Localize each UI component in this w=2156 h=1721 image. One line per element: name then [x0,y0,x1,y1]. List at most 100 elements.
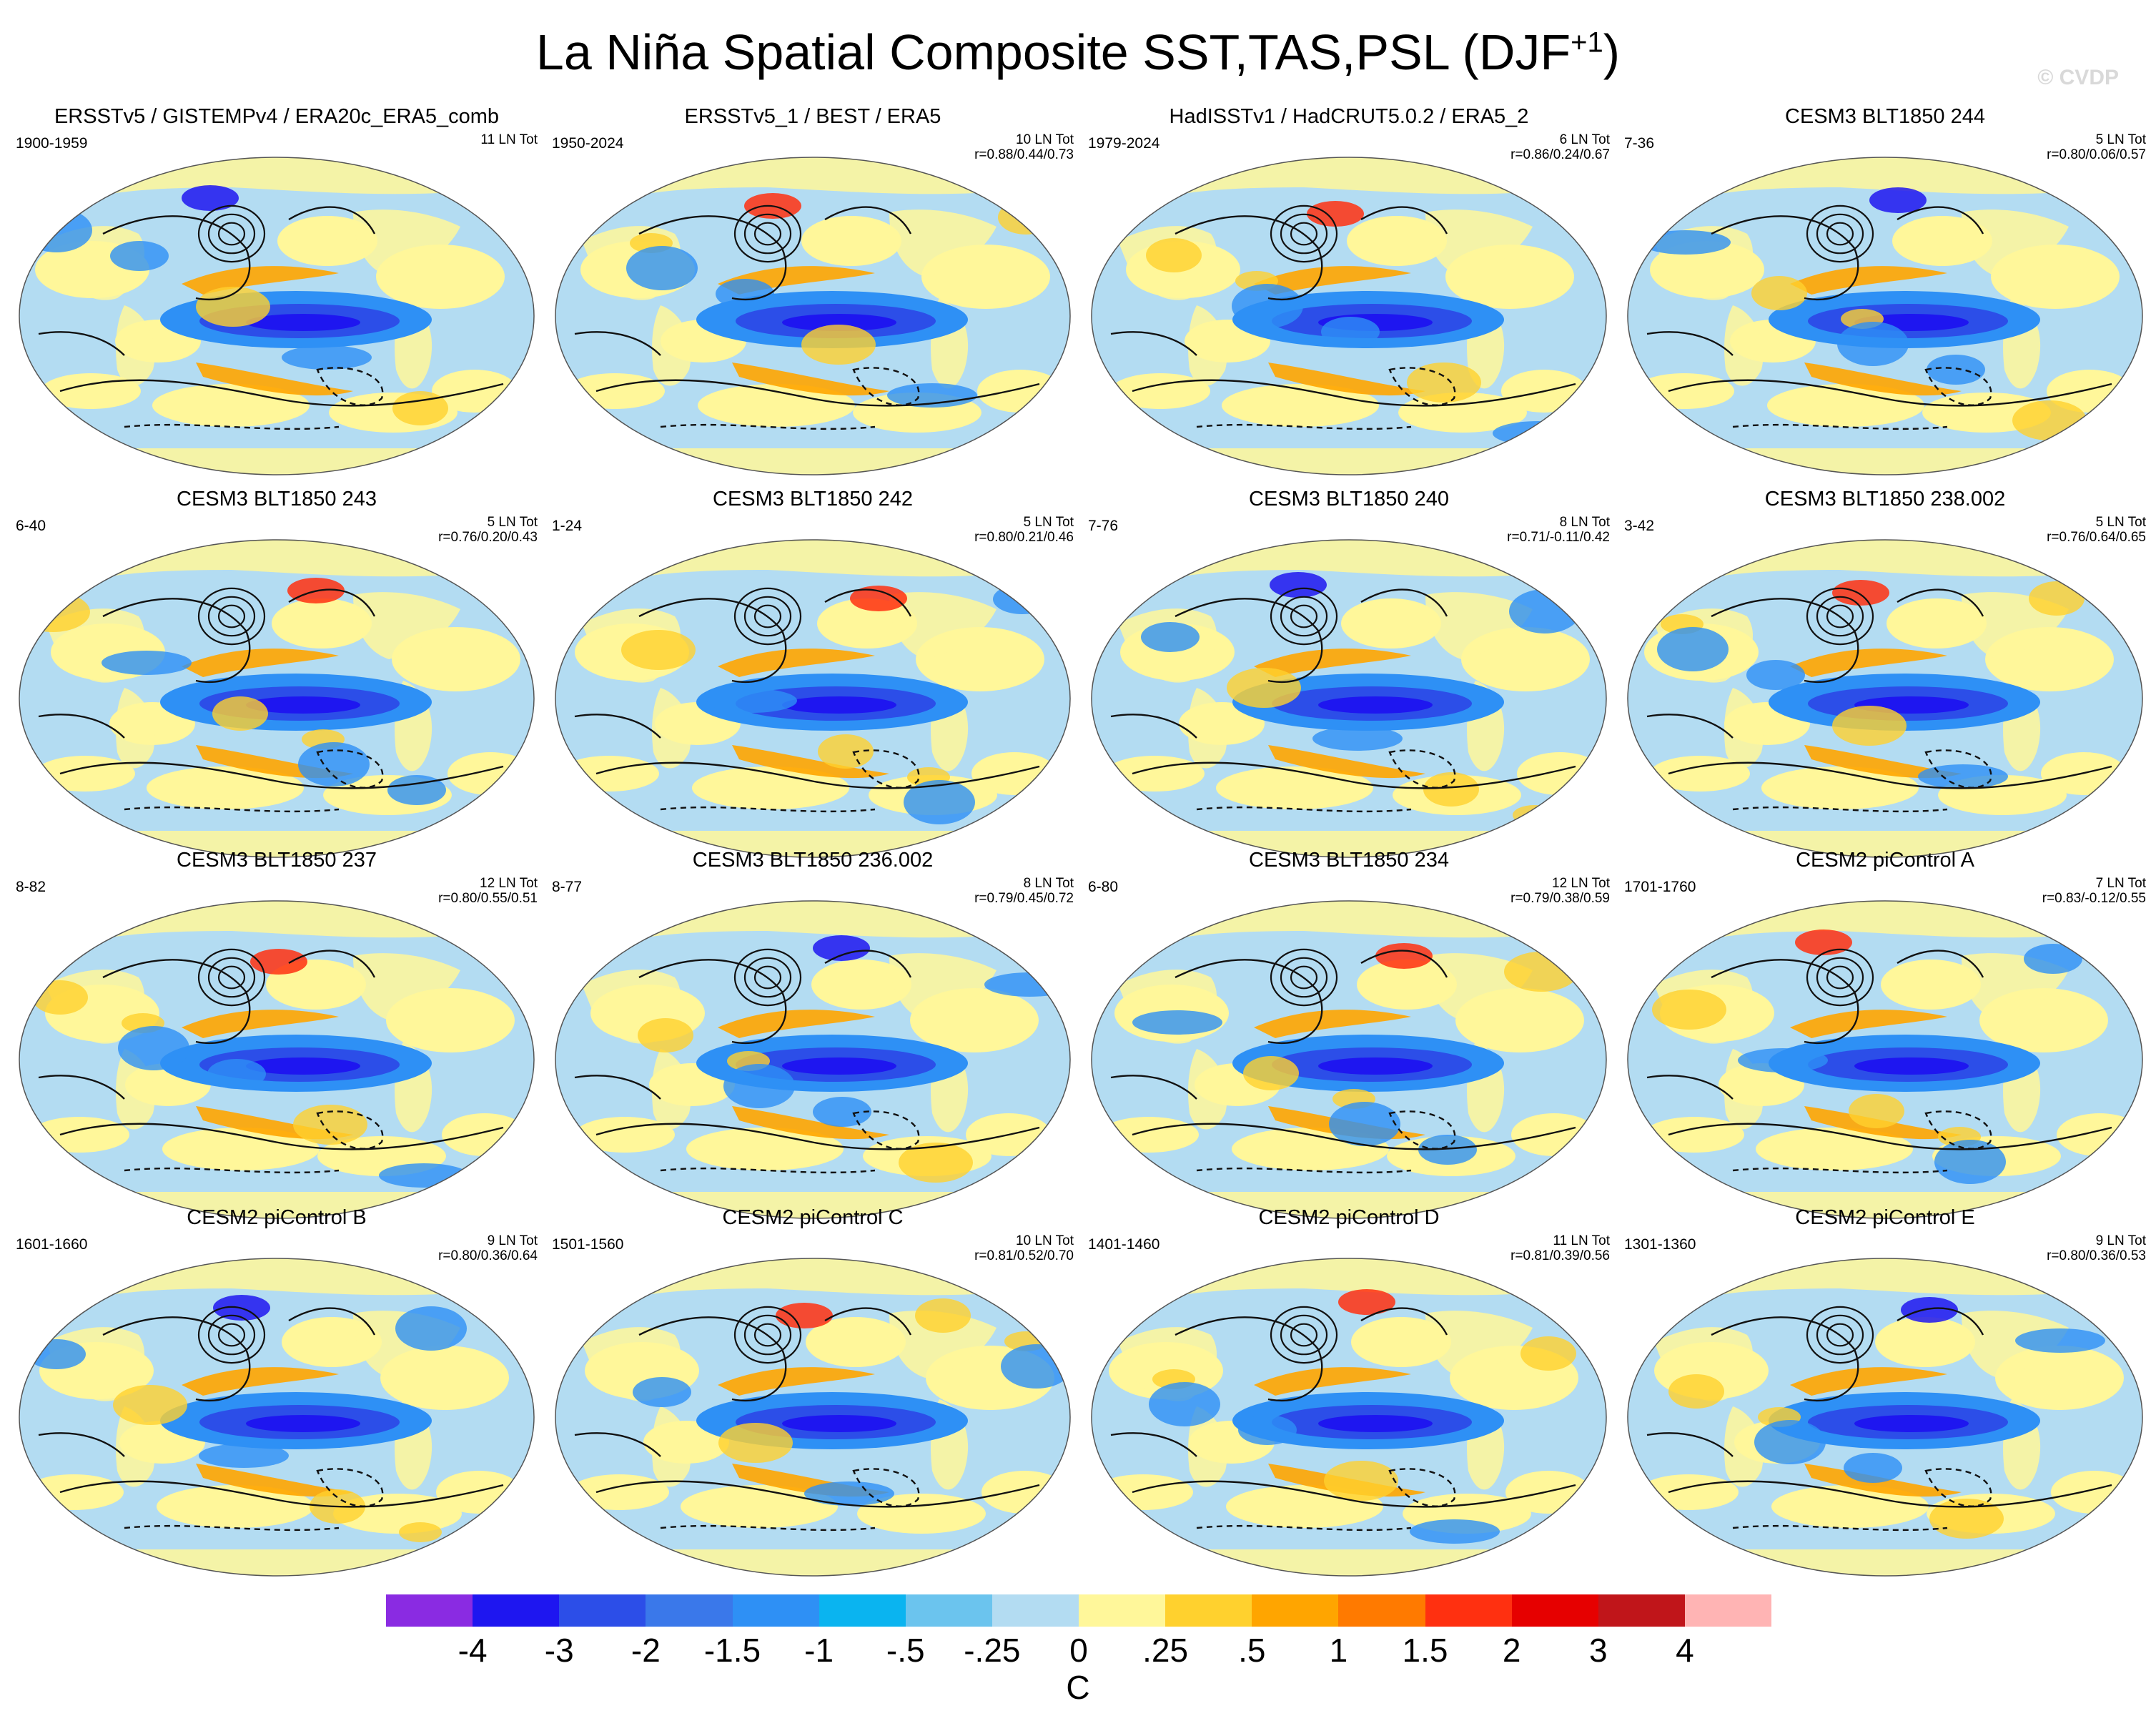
panel-event-count: 5 LN Tot [2095,132,2146,147]
psl-contour-positive [1668,379,2112,407]
anomaly-blob [716,279,774,309]
title-close: ) [1603,24,1621,80]
land-area [1425,209,1533,277]
psl-contour-ring [197,1306,266,1364]
panel-title: CESM2 piControl C [722,1206,904,1229]
panel-years: 1701-1760 [1624,879,1696,895]
anomaly-blob [399,1522,442,1542]
psl-contour-positive [102,1316,251,1402]
land-area [1962,1311,2069,1378]
psl-contour-positive [1711,598,1859,684]
psl-contour-positive [1110,714,1197,739]
cold-tongue-core [1854,1057,1969,1075]
map-frame [1627,1258,2143,1577]
warm-anomaly-region [1650,756,1750,792]
psl-contour-negative [852,367,920,406]
panel-event-count: 5 LN Tot [487,515,538,530]
cold-tongue-core [246,1415,360,1432]
panel-pattern-correlation: r=0.81/0.39/0.56 [1510,1248,1610,1263]
panel-years: 1979-2024 [1088,135,1160,152]
panel-count-stats: 8 LN Tot r=0.71/-0.11/0.42 [1507,515,1610,545]
panel-event-count: 9 LN Tot [487,1233,538,1248]
psl-contour-negative [1388,1110,1456,1150]
panel-years: 1950-2024 [552,135,624,152]
anomaly-blob [298,742,370,786]
warm-anomaly-region [162,1128,320,1170]
panel-count-stats: 8 LN Tot r=0.79/0.45/0.72 [974,876,1074,906]
psl-contour-ring [1816,213,1864,255]
psl-contour-negative [316,1468,384,1507]
panel-count-stats: 9 LN Tot r=0.80/0.36/0.64 [438,1233,538,1263]
panel-event-count: 12 LN Tot [1552,876,1610,891]
panel-years: 1-24 [552,518,583,534]
psl-contour-ring [1270,1306,1338,1364]
map-panel: CESM2 piControl C 1501-1560 10 LN Tot r=0.8… [545,1205,1081,1584]
anomaly-blob [27,1339,86,1369]
anomaly-blob [1141,622,1200,652]
anomaly-blob [387,775,446,805]
warm-anomaly-region [277,216,377,266]
panel-title: HadISSTv1 / HadCRUT5.0.2 / ERA5_2 [1169,105,1529,128]
panel-years: 1601-1660 [16,1236,88,1253]
anomaly-blob [1312,726,1403,751]
warm-band-north [718,1010,875,1038]
map-panel: CESM2 piControl E 1301-1360 9 LN Tot r=0.80… [1617,1205,2153,1584]
panel-title: CESM2 piControl A [1796,849,1974,872]
map-frame [555,1258,1071,1577]
composite-map [19,900,535,1219]
warm-band-north [1790,1367,1947,1396]
legend-tick-label: -2 [631,1632,661,1669]
warm-anomaly-region [152,384,310,427]
land-area [1724,305,1764,386]
psl-contour-positive [1360,588,1448,617]
high-latitude-anomaly [1832,580,1889,606]
land-area [596,448,1039,475]
warm-band-north [1254,1010,1411,1038]
warm-anomaly-region [1351,1317,1451,1367]
high-latitude-anomaly [1375,943,1433,969]
anomaly-blob [1504,952,1578,992]
panel-years: 7-76 [1088,518,1119,534]
warm-anomaly-region [1644,1117,1744,1153]
psl-contour-ring [1290,222,1318,246]
map-panel: HadISSTv1 / HadCRUT5.0.2 / ERA5_2 1979-20… [1081,104,1617,483]
land-area [652,305,691,386]
anomaly-blob [813,1097,871,1127]
anomaly-blob [1929,1499,2004,1539]
psl-contour-negative [1388,749,1456,789]
warm-anomaly-region [1875,1317,1975,1367]
psl-contour-positive [1668,1480,2112,1508]
legend-swatch [992,1594,1079,1627]
panel-event-count: 11 LN Tot [480,132,538,147]
psl-contour-positive [1175,959,1323,1045]
panel-pattern-correlation: r=0.86/0.24/0.67 [1510,147,1610,162]
psl-contour-positive [1646,714,1734,739]
color-legend-bar [386,1594,1771,1627]
warm-band-north [1790,649,1947,677]
legend-swatch [1511,1594,1598,1627]
psl-contour-positive [1360,950,1448,978]
panel-pattern-correlation: r=0.80/0.36/0.64 [438,1248,538,1263]
high-latitude-anomaly [1338,1289,1395,1315]
panel-years: 6-40 [16,518,46,534]
warm-anomaly-region [559,756,659,792]
psl-contour-positive [1897,1307,1984,1336]
map-frame [19,157,535,475]
psl-contour-positive [59,761,504,789]
anomaly-blob [993,584,1052,614]
anomaly-blob [1751,276,1807,310]
warm-anomaly-region [977,370,1063,413]
anomaly-blob [1513,805,1556,825]
psl-contour-ring [743,1314,792,1356]
psl-contour-positive [288,588,376,617]
land-area [60,1549,503,1576]
panel-title: CESM3 BLT1850 238.002 [1764,488,2006,511]
warm-band-south [732,1106,889,1140]
composite-map [19,539,535,858]
anomaly-blob [2012,400,2087,440]
high-latitude-anomaly [1795,929,1852,955]
legend-swatch [646,1594,733,1627]
land-area [116,1406,155,1487]
psl-contour-positive [574,1432,661,1457]
land-area [60,448,503,475]
